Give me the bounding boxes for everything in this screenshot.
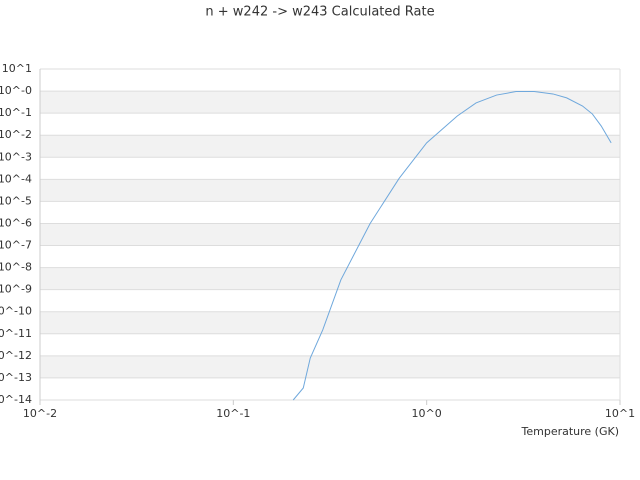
x-tick-label: 10^0 (412, 407, 442, 420)
x-tick-label: 10^-1 (216, 407, 250, 420)
chart-title: n + w242 -> w243 Calculated Rate (205, 5, 434, 20)
y-tick-label: 10^-8 (0, 261, 32, 274)
grid-band (40, 135, 620, 158)
grid-band (40, 91, 620, 114)
y-tick-label: 10^-4 (0, 172, 32, 185)
y-tick-label: 10^-3 (0, 150, 32, 163)
y-tick-label: 10^-13 (0, 371, 32, 384)
x-tick-label: 10^-2 (23, 407, 57, 420)
grid-band (40, 311, 620, 334)
y-tick-label: 10^-1 (0, 106, 32, 119)
y-tick-label: 10^-11 (0, 327, 32, 340)
y-tick-label: 10^-5 (0, 194, 32, 207)
y-tick-label: 10^-7 (0, 239, 32, 252)
grid-band (40, 223, 620, 246)
y-tick-label: 10^-14 (0, 393, 32, 406)
x-axis-label: Temperature (GK) (521, 425, 620, 438)
y-tick-label: 10^1 (2, 62, 32, 75)
y-tick-label: 10^-6 (0, 216, 32, 229)
y-tick-label: 10^-0 (0, 84, 32, 97)
grid-band (40, 179, 620, 202)
y-tick-label: 10^-2 (0, 128, 32, 141)
y-tick-label: 10^-10 (0, 305, 32, 318)
grid-band (40, 355, 620, 378)
grid-band (40, 267, 620, 290)
x-tick-label: 10^1 (605, 407, 635, 420)
y-tick-label: 10^-9 (0, 283, 32, 296)
series-line (292, 91, 612, 401)
y-tick-label: 10^-12 (0, 349, 32, 362)
